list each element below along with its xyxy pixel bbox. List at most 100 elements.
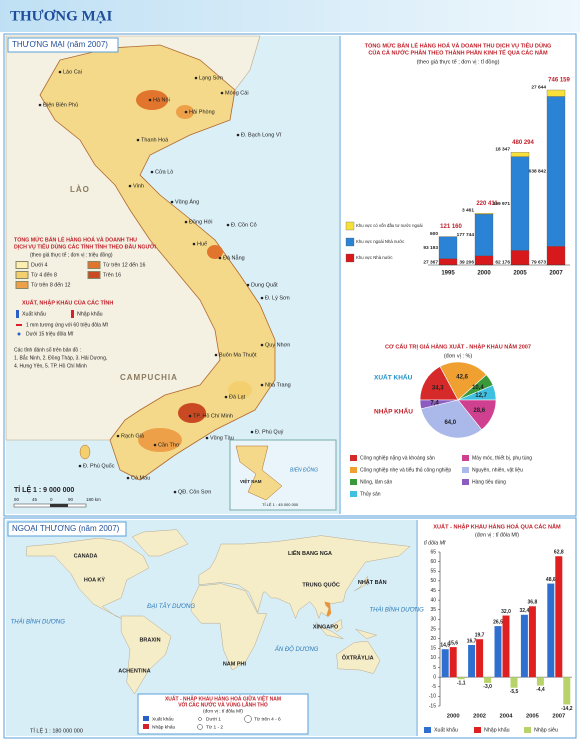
country-label: HOA KỲ <box>84 576 106 583</box>
bar <box>484 677 491 683</box>
value-label: 600 <box>430 231 438 237</box>
bar <box>495 626 502 677</box>
legend-title: XUẤT - NHẬP KHẨU HÀNG HOÁ GIỮA VIỆT NAM <box>165 694 281 702</box>
place-label: QĐ. Côn Sơn <box>178 489 211 495</box>
legend-label: Xuất khẩu <box>434 726 458 733</box>
legend-label: Nhập khẩu <box>77 310 103 317</box>
value-label: 27 644 <box>531 84 546 90</box>
bar-segment <box>475 256 493 265</box>
bar <box>476 639 483 677</box>
ocean-label: ẤN ĐỘ DƯƠNG <box>274 646 319 653</box>
legend-title: DỊCH VỤ TIÊU DÙNG CÁC TỈNH TÍNH THEO ĐẦU… <box>14 242 156 250</box>
bar-segment <box>511 152 529 156</box>
scale-bar-label: 180 km <box>86 497 101 502</box>
y-tick-label: 45 <box>430 588 436 594</box>
y-tick-label: -10 <box>429 694 436 700</box>
y-tick-label: 60 <box>430 559 436 565</box>
legend-label: Từ trên 4 - 6 <box>254 716 281 722</box>
legend-label: Dưới 1 <box>206 716 221 722</box>
value-label: 26,5 <box>493 619 503 625</box>
value-label: 27 367 <box>423 259 438 265</box>
y-tick-label: -15 <box>429 703 436 709</box>
bar <box>521 615 528 677</box>
note: 1. Bắc Ninh, 2. Đồng Tháp, 3. Hải Dương, <box>14 354 107 361</box>
scale-bar-label: 45 <box>32 497 38 502</box>
bar <box>563 677 570 704</box>
place-label: Lạng Sơn <box>199 75 223 81</box>
bar-segment <box>511 157 529 251</box>
city-dot <box>117 435 120 438</box>
legend-swatch <box>524 727 531 733</box>
value-label: 399 971 <box>493 201 511 207</box>
city-dot <box>174 491 177 494</box>
country-label: XINGAPO <box>313 624 339 630</box>
value-label: 48,6 <box>546 577 556 583</box>
value-label: 15,6 <box>448 640 458 646</box>
legend-label: Từ 4 đến 8 <box>31 272 57 278</box>
y-axis-label: tỉ đôla Mĩ <box>424 539 446 546</box>
legend-swatch <box>462 455 469 461</box>
y-tick-label: 5 <box>433 665 436 671</box>
legend-swatch <box>350 479 357 485</box>
legend-label: Nguyên, nhiên, vật liệu <box>472 467 523 473</box>
legend-swatch <box>350 491 357 497</box>
y-tick-label: 0 <box>433 674 436 680</box>
legend-label: Nhập khẩu <box>484 726 510 733</box>
city-dot <box>39 104 42 107</box>
legend-label: Từ trên 8 đến 12 <box>31 282 71 288</box>
country-label: NAM PHI <box>223 661 247 667</box>
legend-label: Từ 1 - 2 <box>206 724 223 730</box>
value-label: 62 176 <box>495 259 510 265</box>
legend-label: Từ trên 12 đến 16 <box>103 262 145 268</box>
value-label: -14,2 <box>561 706 573 712</box>
place-label: Dung Quất <box>251 282 278 288</box>
chart-subtitle: (đơn vị : %) <box>444 353 473 359</box>
place-label: Đ. Lý Sơn <box>265 295 290 301</box>
ocean-label: THÁI BÌNH DƯƠNG <box>370 607 425 614</box>
city-dot <box>227 224 230 227</box>
place-label: Đ. Phú Quý <box>255 429 284 435</box>
place-label: Huế <box>197 241 207 247</box>
total-label: 121 160 <box>440 224 462 230</box>
ocean-label: THÁI BÌNH DƯƠNG <box>11 619 66 626</box>
note: 4. Hưng Yên, 5. TP. Hồ Chí Minh <box>14 363 87 369</box>
value-label: 34,3 <box>432 385 444 391</box>
value-label: 18 347 <box>495 147 510 153</box>
value-label: 3 461 <box>462 208 474 214</box>
x-tick-label: 2002 <box>473 714 486 720</box>
scale-bar <box>50 504 68 507</box>
y-tick-label: 10 <box>430 655 436 661</box>
bar-segment <box>475 214 493 256</box>
place-label: Móng Cái <box>225 90 249 96</box>
place-label: Đ. Phú Quốc <box>83 463 115 469</box>
y-tick-label: 15 <box>430 646 436 652</box>
place-label: Vinh <box>133 183 144 189</box>
x-tick-label: 2005 <box>513 271 527 277</box>
place-label: Lào Cai <box>63 69 82 75</box>
value-label: 177 744 <box>457 232 475 238</box>
place-label: Đà Nẵng <box>223 254 245 261</box>
x-tick-label: 2004 <box>500 714 514 720</box>
place-label: Đ. Bạch Long Vĩ <box>241 132 282 138</box>
legend-label: Công nghiệp nặng và khoáng sản <box>360 455 435 461</box>
place-label: Hà Nội <box>153 97 170 103</box>
city-dot <box>237 134 240 137</box>
legend-swatch <box>346 254 354 262</box>
legend-swatch <box>346 222 354 230</box>
note: Các tỉnh đánh số trên bản đồ : <box>14 346 81 353</box>
legend-label: Khu vực ngoài Nhà nước <box>356 239 405 244</box>
place-label: Nha Trang <box>265 382 291 388</box>
place-label: Vũng Tàu <box>210 435 234 441</box>
bar <box>450 647 457 677</box>
inset-label: BIỂN ĐÔNG <box>290 466 318 473</box>
city-dot <box>154 444 157 447</box>
value-label: 19,7 <box>475 633 485 639</box>
scale-bar-label: 90 <box>14 497 20 502</box>
legend-title: XUẤT, NHẬP KHẨU CỦA CÁC TỈNH <box>22 299 113 306</box>
city-dot <box>219 257 222 260</box>
scale-text: TỈ LỆ 1 : 9 000 000 <box>14 485 74 494</box>
y-tick-label: 65 <box>430 549 436 555</box>
chart-title: TỔNG MỨC BÁN LẺ HÀNG HOÁ VÀ DOANH THU DỊ… <box>365 41 552 49</box>
bar <box>537 677 544 685</box>
value-label: 32,0 <box>501 609 511 615</box>
